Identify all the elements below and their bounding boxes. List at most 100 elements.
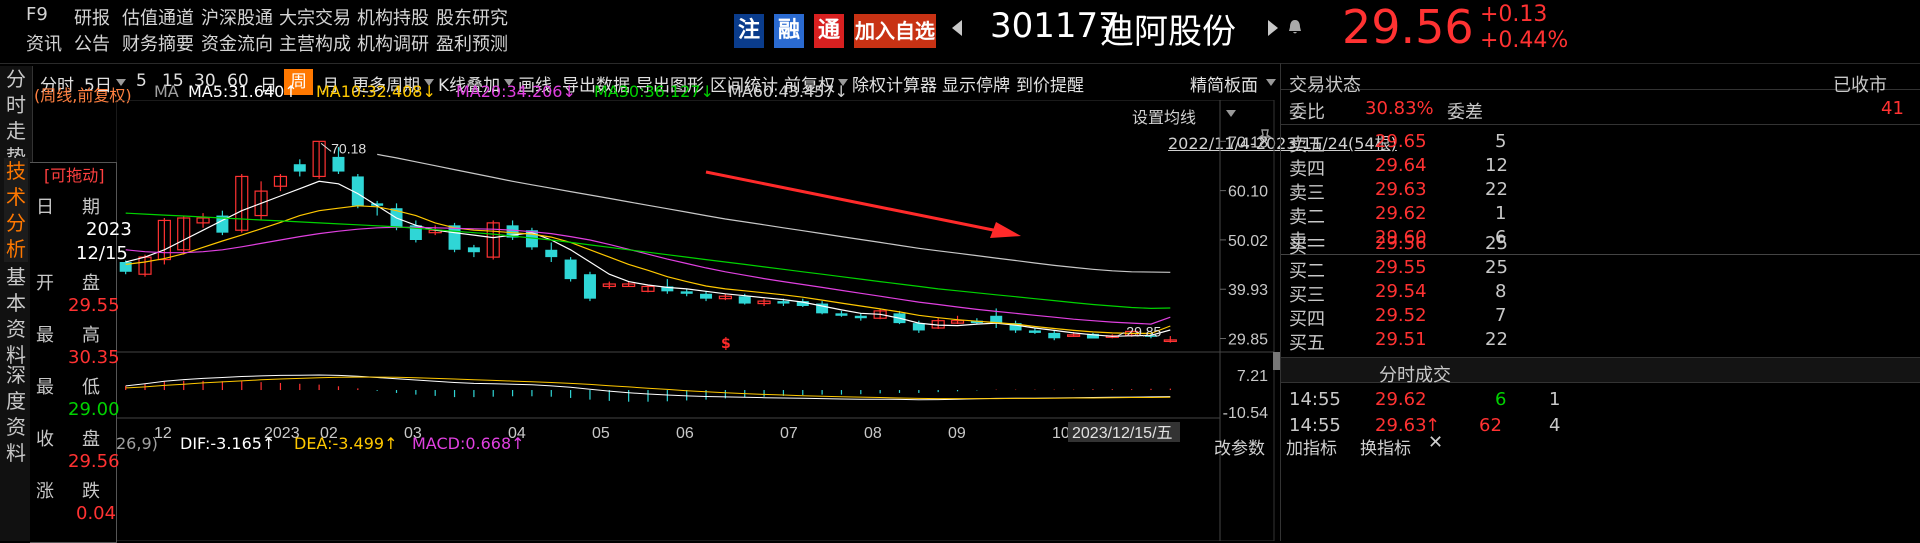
add-watchlist-button[interactable]: 加入自选	[854, 14, 936, 48]
kline-chart[interactable]: 70.18 60.10 50.02 39.93 29.85 7.21 -10.54 70.18…	[116, 100, 1276, 541]
export-data[interactable]: 导出数据	[562, 76, 630, 96]
candle-body	[1009, 323, 1022, 331]
chevron-down-icon[interactable]	[1266, 79, 1276, 87]
ask-row[interactable]: 卖二 29.62 1	[1281, 203, 1920, 228]
nav-fund-flow[interactable]: 资金流向	[201, 34, 273, 55]
x-tick-label: 03	[404, 425, 422, 442]
set-ma-button[interactable]: 设置均线	[1132, 108, 1197, 127]
period-intraday[interactable]: 分时	[40, 76, 74, 96]
candle-body	[254, 190, 268, 217]
period-day[interactable]: 日	[260, 76, 277, 96]
candle-body	[970, 320, 983, 324]
panel-resize-handle[interactable]	[1273, 352, 1280, 370]
tab-technical[interactable]: 技术分析	[4, 158, 28, 262]
badge-registration[interactable]: 注	[734, 14, 764, 48]
draw-line[interactable]: 画线	[518, 76, 552, 96]
bid-row[interactable]: 买四 29.52 7	[1281, 305, 1920, 330]
bid-row[interactable]: 买一 29.56 25	[1281, 233, 1920, 258]
candle-body	[912, 323, 925, 331]
chevron-down-icon[interactable]	[504, 79, 514, 87]
chevron-down-icon[interactable]	[1226, 110, 1236, 118]
kline-overlay[interactable]: K线叠加	[438, 76, 501, 96]
nav-news[interactable]: 资讯	[26, 34, 62, 55]
ask-row[interactable]: 卖一 29.60 6	[1281, 227, 1920, 252]
nav-research[interactable]: 研报	[74, 8, 110, 29]
ask-row[interactable]: 卖五 29.65 5	[1281, 131, 1920, 156]
bell-icon[interactable]	[1287, 18, 1303, 36]
badge-connect[interactable]: 通	[814, 14, 844, 48]
show-suspension[interactable]: 显示停牌	[942, 76, 1010, 96]
next-stock-icon[interactable]	[1266, 18, 1280, 38]
chart-frame	[116, 100, 1275, 541]
bid-price: 29.55	[1375, 257, 1427, 278]
stock-name: 迪阿股份	[1100, 12, 1236, 52]
x-tick-label: 07	[780, 425, 798, 442]
range-stats[interactable]: 区间统计	[710, 76, 778, 96]
f9-button[interactable]: F9	[26, 4, 48, 25]
candle-body	[661, 286, 674, 292]
nav-holder-research[interactable]: 股东研究	[436, 8, 508, 29]
price-alert[interactable]: 到价提醒	[1016, 76, 1084, 96]
ma60-value: MA60:43.457↓	[728, 82, 848, 101]
y-tick-label: 50.02	[1228, 233, 1268, 250]
bid-price: 29.56	[1375, 233, 1427, 254]
period-15min[interactable]: 15	[162, 71, 184, 91]
tick-time: 14:55	[1289, 415, 1341, 436]
y-tick-label: 60.10	[1228, 184, 1268, 201]
tab-intraday[interactable]: 分时走势	[6, 67, 26, 169]
nav-announcement[interactable]: 公告	[74, 34, 110, 55]
prev-stock-icon[interactable]	[950, 18, 964, 38]
nav-block-trade[interactable]: 大宗交易	[279, 8, 351, 29]
bid-row[interactable]: 买五 29.51 22	[1281, 329, 1920, 354]
nav-finance-summary[interactable]: 财务摘要	[122, 34, 194, 55]
badge-margin[interactable]: 融	[774, 14, 804, 48]
simple-board-button[interactable]: 精简板面	[1190, 76, 1258, 96]
ask-label: 卖二	[1289, 207, 1325, 228]
ask-row[interactable]: 卖四 29.64 12	[1281, 155, 1920, 180]
ma10-value: MA10:32.408↓	[316, 82, 436, 101]
chevron-down-icon[interactable]	[116, 79, 126, 87]
period-month[interactable]: 月	[322, 76, 339, 96]
y-tick-label: 39.93	[1228, 282, 1268, 299]
candle-body	[332, 156, 345, 172]
forward-adjust[interactable]: 前复权	[784, 76, 835, 96]
period-week[interactable]: 周	[284, 69, 313, 95]
candle-body	[486, 222, 500, 258]
period-60min[interactable]: 60	[227, 71, 249, 91]
close-indicator-icon[interactable]: ✕	[1428, 432, 1444, 453]
candle-body	[371, 203, 384, 206]
ask-price: 29.60	[1375, 227, 1427, 248]
tab-basic-info[interactable]: 基本资料	[6, 265, 26, 367]
period-5day[interactable]: 5日	[84, 76, 112, 96]
change-params-button[interactable]: 改参数	[1214, 439, 1265, 459]
candle-body	[1067, 334, 1081, 337]
nav-forecast[interactable]: 盈利预测	[436, 34, 508, 55]
candle-body	[757, 300, 771, 305]
period-30min[interactable]: 30	[194, 71, 216, 91]
tick-row[interactable]: 14:55 29.62 6 1	[1281, 389, 1920, 413]
nav-hk-connect[interactable]: 沪深股通	[201, 8, 273, 29]
macd-dea: DEA:-3.499↑	[294, 434, 398, 453]
bid-row[interactable]: 买二 29.55 25	[1281, 257, 1920, 282]
export-graphic[interactable]: 导出图形	[636, 76, 704, 96]
bid-row[interactable]: 买三 29.54 8	[1281, 281, 1920, 306]
pin-icon[interactable]	[1258, 128, 1272, 142]
add-indicator-button[interactable]: 加指标	[1286, 439, 1337, 459]
nav-business[interactable]: 主营构成	[279, 34, 351, 55]
chevron-down-icon[interactable]	[424, 79, 434, 87]
chevron-down-icon[interactable]	[838, 79, 848, 87]
tab-deep-info[interactable]: 深度资料	[6, 363, 26, 465]
switch-indicator-button[interactable]: 换指标	[1360, 439, 1411, 459]
tick-price: 29.62	[1375, 389, 1427, 410]
bar-info-panel[interactable]: [可拖动] 日 期 2023 12/15 开 盘 29.55 最 高 30.35…	[30, 162, 132, 543]
more-periods[interactable]: 更多周期	[352, 76, 420, 96]
nav-inst-holding[interactable]: 机构持股	[357, 8, 429, 29]
ex-rights-calculator[interactable]: 除权计算器	[852, 76, 937, 96]
nav-valuation[interactable]: 估值通道	[122, 8, 194, 29]
period-5min[interactable]: 5	[136, 71, 147, 91]
info-year: 2023	[86, 219, 132, 240]
ask-row[interactable]: 卖三 29.63 22	[1281, 179, 1920, 204]
tick-volume: 62	[1479, 415, 1502, 436]
tick-row[interactable]: 14:55 29.63 ↑ 62 4	[1281, 415, 1920, 439]
nav-inst-survey[interactable]: 机构调研	[357, 34, 429, 55]
